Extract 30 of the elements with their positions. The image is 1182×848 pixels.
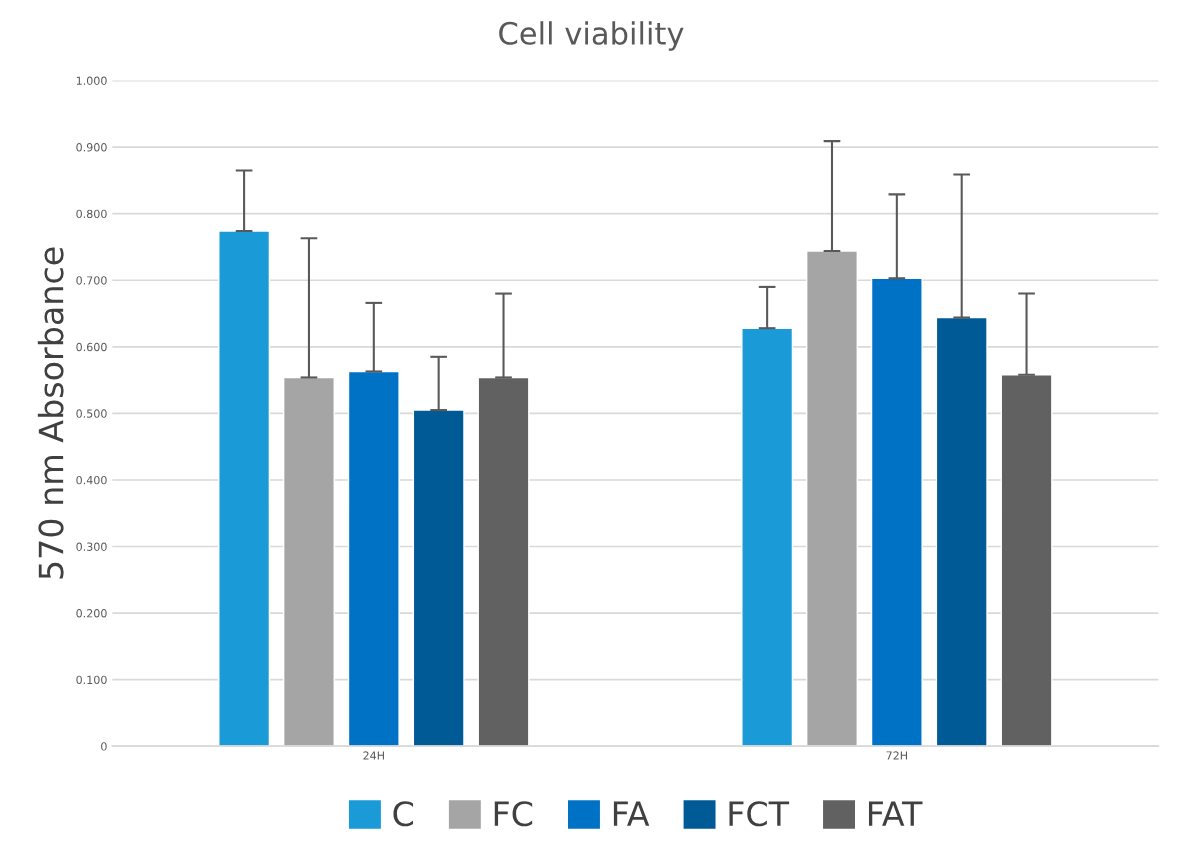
y-tick-label: 0.200 — [76, 609, 107, 618]
bar — [1000, 374, 1053, 747]
bar — [218, 230, 271, 747]
y-tick-label: 0.800 — [76, 209, 107, 219]
bar — [805, 250, 858, 747]
x-tick-label: 72H — [886, 751, 907, 760]
legend-label: FAT — [868, 801, 923, 826]
legend-label: C — [393, 801, 414, 827]
y-tick-label: 0.300 — [76, 542, 107, 551]
y-tick-label: 0.500 — [76, 409, 107, 418]
bar — [347, 370, 400, 747]
y-tick-label: 1.000 — [76, 76, 107, 85]
legend-label: FC — [494, 801, 533, 827]
y-tick-label: 0.700 — [76, 276, 107, 285]
legend-label: FA — [613, 801, 650, 826]
chart-title: Cell viability — [499, 21, 684, 51]
bar — [935, 316, 988, 747]
bar — [412, 409, 465, 747]
y-tick-label: 0.900 — [76, 143, 107, 152]
legend-label: FCT — [729, 801, 790, 827]
bar — [741, 327, 794, 747]
bar — [870, 277, 923, 747]
y-tick-label: 0.400 — [76, 475, 107, 485]
bar — [282, 376, 335, 747]
y-tick-label: 0.100 — [76, 675, 107, 685]
y-tick-label: 0 — [101, 742, 107, 751]
bar — [477, 376, 530, 747]
y-axis-title: 570 nm Absorbance — [37, 247, 64, 579]
y-tick-label: 0.600 — [76, 342, 107, 352]
x-tick-label: 24H — [363, 751, 384, 760]
